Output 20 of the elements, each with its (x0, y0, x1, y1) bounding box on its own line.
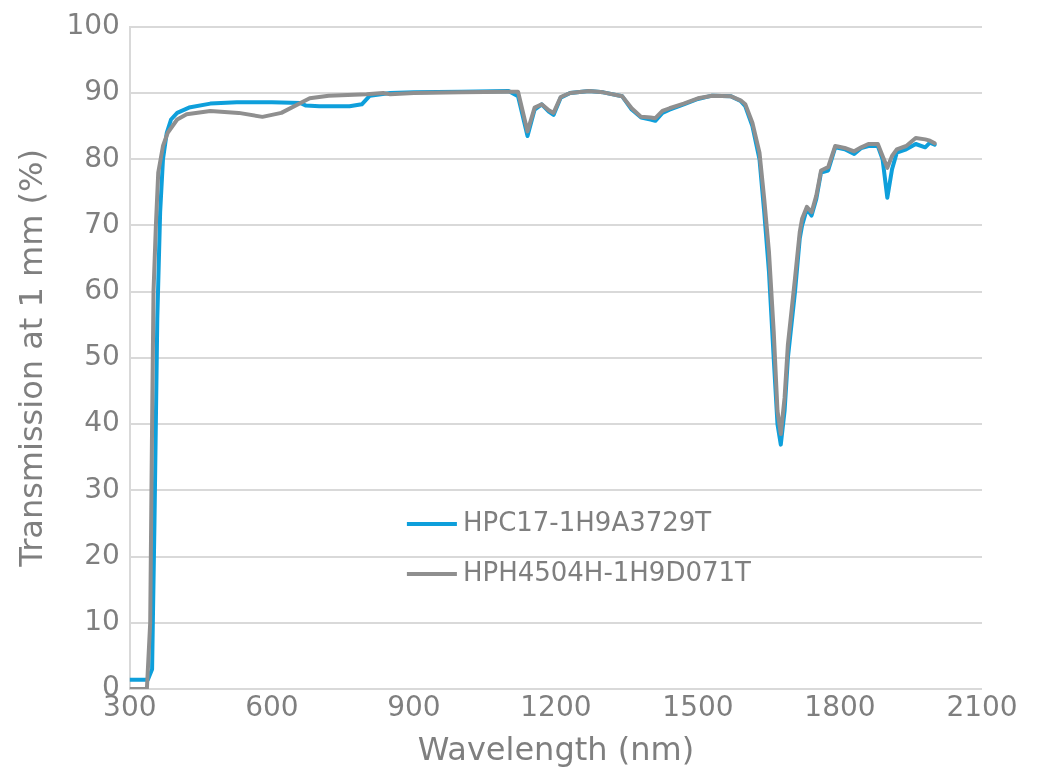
y-tick-label: 100 (66, 8, 120, 42)
x-tick-label: 1500 (662, 690, 734, 724)
y-tick-label: 60 (84, 272, 120, 306)
legend-label: HPC17-1H9A3729T (462, 506, 712, 537)
y-axis-title: Transmission at 1 mm (%) (11, 149, 50, 568)
x-tick-label: 600 (245, 690, 299, 724)
x-tick-label: 1200 (520, 690, 592, 724)
x-tick-label: 2100 (946, 690, 1018, 724)
y-tick-label: 80 (84, 140, 120, 174)
y-tick-label: 20 (84, 537, 120, 571)
y-tick-label: 90 (84, 74, 120, 108)
y-tick-label: 30 (84, 471, 120, 505)
y-tick-label: 10 (84, 604, 120, 638)
x-tick-label: 1800 (804, 690, 876, 724)
legend-label: HPH4504H-1H9D071T (462, 556, 752, 587)
y-tick-label: 70 (84, 206, 120, 240)
y-tick-label: 50 (84, 339, 120, 373)
y-tick-label: 40 (84, 405, 120, 439)
x-axis-title: Wavelength (nm) (417, 730, 695, 769)
x-tick-label: 900 (387, 690, 441, 724)
